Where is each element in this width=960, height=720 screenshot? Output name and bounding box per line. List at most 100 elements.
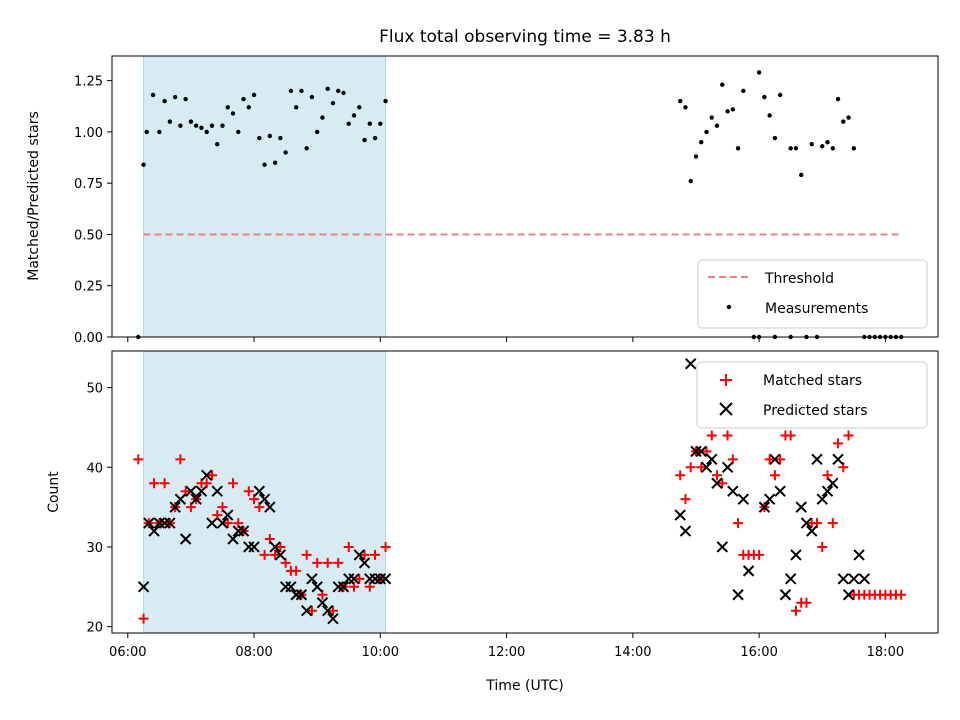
measurement-point — [241, 96, 246, 102]
predicted-star-point — [742, 565, 755, 577]
matched-star-point — [291, 565, 302, 576]
predicted-star-point — [179, 533, 192, 545]
measurement-point — [767, 113, 772, 118]
predicted-star-point — [316, 597, 329, 609]
predicted-star-point — [827, 477, 839, 489]
measurement-point — [309, 94, 315, 100]
measurements-legend-label: Measurements — [765, 301, 868, 317]
predicted-star-point — [211, 485, 223, 497]
measurement-point — [283, 150, 288, 155]
matched-star-point — [138, 613, 149, 624]
x-tick-label: 16:00 — [740, 645, 777, 660]
predicted-star-point — [716, 541, 729, 553]
measurement-point — [714, 123, 720, 128]
measurement-point — [683, 105, 688, 110]
measurement-point — [325, 86, 330, 92]
measurement-point — [288, 88, 294, 94]
y-tick-label: 0.75 — [74, 177, 103, 192]
predicted-star-point — [253, 485, 266, 497]
predicted-star-point — [769, 453, 781, 466]
measurement-point — [246, 105, 251, 110]
predicted-star-point — [685, 358, 697, 370]
predicted-star-point — [195, 485, 208, 497]
measurement-point — [251, 92, 257, 98]
matched-star-point — [843, 430, 854, 441]
x-tick-label: 14:00 — [614, 645, 651, 660]
bottom-legend: Matched stars Predicted stars — [696, 361, 928, 429]
measurement-point — [741, 88, 746, 94]
measurement-point — [730, 107, 736, 112]
predicted-star-point — [795, 501, 807, 513]
predicted-star-point — [706, 453, 718, 466]
x-tick-label: 10:00 — [362, 645, 399, 660]
measurement-point — [709, 115, 714, 120]
measurement-point — [341, 90, 346, 96]
predicted-star-point — [185, 485, 197, 497]
measurement-point — [172, 94, 178, 100]
predicted-star-point — [311, 581, 323, 593]
measurement-point — [777, 92, 783, 98]
predicted-star-point — [258, 493, 271, 505]
measurement-point — [167, 119, 173, 124]
top-y-axis-label: Matched/Predicted stars — [26, 111, 42, 281]
predicted-stars-legend-swatch — [719, 402, 733, 416]
y-tick-label: 20 — [86, 621, 103, 636]
predicted-star-point — [727, 485, 739, 497]
matched-star-point — [243, 486, 254, 497]
measurement-point — [150, 92, 156, 98]
y-tick-label: 0.00 — [74, 331, 103, 346]
measurement-point — [157, 129, 162, 135]
measurement-point — [293, 105, 299, 110]
measurement-point — [193, 123, 199, 128]
predicted-star-point — [269, 541, 281, 553]
predicted-star-point — [784, 573, 797, 585]
threshold-legend-label: Threshold — [764, 271, 834, 287]
measurement-point — [215, 141, 220, 147]
predicted-star-point — [164, 517, 176, 529]
matched-star-point — [764, 454, 775, 465]
predicted-star-point — [206, 517, 218, 529]
y-tick-label: 1.00 — [74, 126, 103, 141]
predicted-star-point — [190, 493, 202, 505]
predicted-star-point — [216, 517, 229, 529]
predicted-star-point — [300, 604, 313, 617]
matched-star-point — [149, 478, 160, 489]
measurement-point — [257, 135, 262, 141]
measurement-point — [788, 146, 793, 151]
predicted-star-point — [248, 541, 260, 553]
measurement-point — [820, 144, 825, 149]
measurement-point — [183, 96, 188, 102]
predicted-star-point — [800, 517, 813, 529]
predicted-star-point — [790, 549, 802, 561]
matched-star-point — [801, 597, 812, 608]
matched-star-point — [785, 430, 796, 441]
measurement-point — [756, 70, 762, 75]
matched-star-point — [380, 541, 391, 552]
matched-star-point — [685, 462, 696, 473]
matched-star-point — [228, 478, 239, 489]
matched-stars-legend-swatch — [720, 374, 732, 386]
matched-star-point — [275, 541, 286, 552]
predicted-star-point — [143, 517, 155, 529]
measurement-point — [357, 105, 362, 110]
y-tick-label: 1.25 — [74, 75, 103, 90]
measurement-point — [693, 154, 699, 159]
bottom-axes-frame — [111, 350, 939, 634]
measurement-point — [372, 135, 378, 141]
matched-star-point — [712, 470, 723, 481]
matched-star-point — [354, 573, 365, 584]
matched-star-point — [312, 557, 323, 568]
measurement-point — [304, 146, 309, 151]
predicted-star-point — [379, 573, 392, 585]
top-legend: Threshold Measurements — [697, 259, 928, 329]
measurement-point — [762, 94, 767, 100]
predicted-star-point — [679, 525, 692, 537]
measurement-point — [204, 129, 209, 135]
measurement-point — [141, 162, 146, 167]
measurement-point — [144, 129, 149, 135]
matched-star-point — [706, 430, 717, 441]
measurement-point — [825, 139, 830, 145]
predicted-star-point — [732, 589, 744, 601]
measurement-point — [346, 121, 351, 126]
